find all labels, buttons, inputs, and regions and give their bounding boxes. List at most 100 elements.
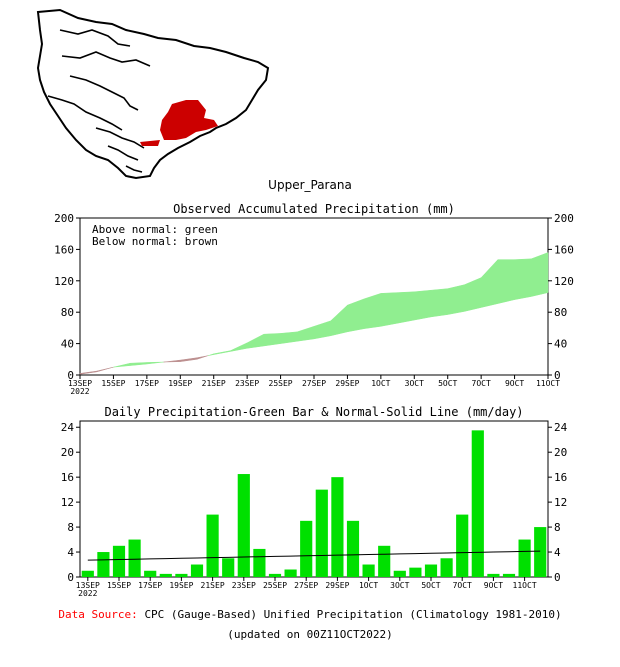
daily-plot-frame (79, 420, 549, 578)
accum-chart-title: Observed Accumulated Precipitation (mm) (173, 202, 455, 216)
y-tick-label-left: 0 (67, 571, 74, 584)
y-tick-label-right: 12 (554, 496, 567, 509)
daily-bar (456, 514, 469, 577)
y-tick-label-left: 80 (61, 306, 74, 319)
x-tick-label: 21SEP (201, 581, 225, 590)
x-tick-label: 23SEP (232, 581, 256, 590)
y-tick-label-left: 16 (61, 471, 74, 484)
y-tick-label-right: 120 (554, 275, 574, 288)
daily-bar (331, 477, 344, 577)
x-tick-label: 5OCT (421, 581, 440, 590)
x-tick-label: 9OCT (484, 581, 503, 590)
x-tick-label: 21SEP (202, 379, 226, 388)
x-tick-label: 27SEP (294, 581, 318, 590)
y-tick-label-right: 4 (554, 546, 561, 559)
accum-fill-segment (447, 284, 465, 315)
accum-fill-segment (347, 298, 365, 333)
daily-bar (393, 570, 406, 577)
upper-parana-region (160, 100, 218, 140)
y-tick-label-right: 0 (554, 571, 561, 584)
y-tick-label-left: 20 (61, 446, 74, 459)
accum-fill-segment (96, 366, 114, 373)
accum-fill-segment (163, 359, 181, 363)
daily-bar (237, 474, 250, 577)
x-tick-label: 23SEP (235, 379, 259, 388)
x-tick-label: 15SEP (107, 581, 131, 590)
x-tick-label: 3OCT (390, 581, 409, 590)
y-tick-label-left: 4 (67, 546, 74, 559)
x-tick-label: 3OCT (405, 379, 424, 388)
daily-bar (175, 573, 188, 577)
x-tick-label: 9OCT (505, 379, 524, 388)
x-tick-label: 27SEP (302, 379, 326, 388)
daily-bar (487, 573, 500, 577)
accum-fill-segment (196, 355, 209, 360)
accum-fill-segment (464, 277, 482, 312)
map-inset (36, 8, 270, 180)
data-source-label: Data Source: (58, 608, 138, 621)
daily-chart-title: Daily Precipitation-Green Bar & Normal-S… (104, 405, 523, 419)
x-tick-label: 25SEP (263, 581, 287, 590)
region-tail (140, 140, 160, 146)
y-tick-label-right: 80 (554, 306, 567, 319)
y-tick-label-right: 0 (554, 369, 561, 382)
daily-bar (534, 527, 547, 577)
accum-fill-segment (414, 289, 432, 321)
y-tick-label-left: 0 (67, 369, 74, 382)
x-tick-label: 1OCT (359, 581, 378, 590)
data-source-line: Data Source: CPC (Gauge-Based) Unified P… (0, 608, 620, 621)
x-tick-label: 17SEP (135, 379, 159, 388)
y-tick-label-right: 200 (554, 212, 574, 225)
accum-fill-segment (430, 288, 448, 318)
daily-bar (315, 489, 328, 577)
x-tick-label: 7OCT (472, 379, 491, 388)
accum-legend-line: Below normal: brown (92, 235, 218, 248)
x-tick-label: 7OCT (453, 581, 472, 590)
normal-line (87, 550, 541, 561)
x-tick-label: 13SEP (76, 581, 100, 590)
accum-fill-segment (146, 361, 164, 365)
daily-bar (471, 430, 484, 577)
x-tick-label: 1OCT (371, 379, 390, 388)
y-tick-label-left: 40 (61, 338, 74, 351)
y-tick-label-left: 160 (54, 243, 74, 256)
accum-plot-layer: Observed Accumulated Precipitation (mm) 0… (54, 202, 574, 396)
daily-bar (112, 545, 126, 577)
accum-fill-segment (297, 325, 315, 342)
y-tick-label-right: 20 (554, 446, 567, 459)
daily-bar (190, 564, 204, 577)
y-tick-label-right: 40 (554, 338, 567, 351)
y-tick-label-right: 8 (554, 521, 561, 534)
south-america-outline (36, 8, 270, 180)
accum-fill-segment (330, 304, 348, 337)
accum-fill-segment (213, 350, 231, 355)
y-tick-label-left: 24 (61, 421, 75, 434)
daily-bar (440, 558, 453, 577)
y-tick-label-left: 12 (61, 496, 74, 509)
accum-fill-segment (180, 357, 198, 362)
daily-bar (206, 514, 219, 577)
daily-bar (97, 552, 110, 577)
daily-bar (222, 558, 235, 577)
daily-bar (128, 539, 141, 577)
daily-bar (268, 573, 282, 577)
daily-bar (362, 564, 375, 577)
data-source-text: CPC (Gauge-Based) Unified Precipitation … (144, 608, 562, 621)
x-tick-label: 11OCT (536, 379, 560, 388)
x-tick-label: 19SEP (169, 581, 193, 590)
y-tick-label-left: 200 (54, 212, 74, 225)
accum-fill-segment (363, 293, 382, 329)
accum-legend-line: Above normal: green (92, 223, 218, 236)
x-tick-label: 19SEP (168, 379, 192, 388)
accum-fill-segment (113, 362, 131, 368)
region-title: Upper_Parana (268, 178, 352, 192)
daily-bar (378, 545, 391, 577)
daily-bar (300, 520, 313, 577)
y-tick-label-left: 120 (54, 275, 74, 288)
accum-fill-segment (380, 292, 398, 327)
x-tick-label: 29SEP (335, 379, 359, 388)
accum-fill-segment (79, 370, 97, 375)
daily-bar (502, 573, 516, 577)
daily-bar (346, 520, 360, 577)
y-tick-label-right: 24 (554, 421, 568, 434)
